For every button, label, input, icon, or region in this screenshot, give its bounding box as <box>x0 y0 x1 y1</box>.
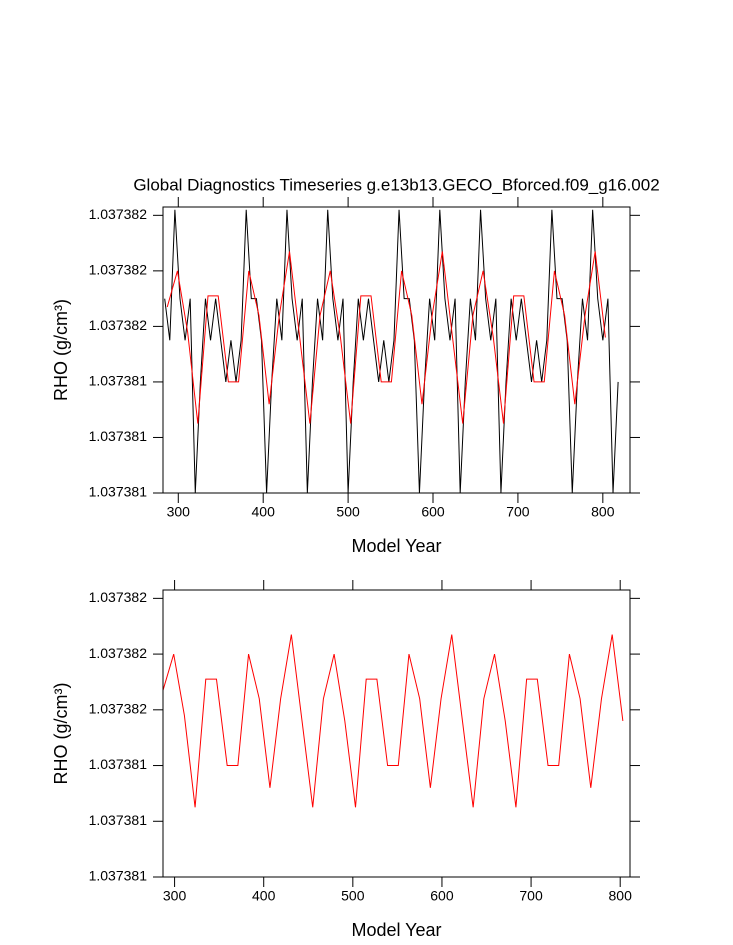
data-line <box>163 634 624 808</box>
y-axis-label: RHO (g/cm³) <box>51 683 71 785</box>
y-tick-label: 1.037382 <box>89 589 148 605</box>
plot-frame <box>162 206 631 494</box>
y-tick-label: 1.037382 <box>89 645 148 661</box>
x-axis-label: Model Year <box>351 536 441 556</box>
y-tick-label: 1.037381 <box>89 756 148 772</box>
y-tick-label: 1.037381 <box>89 428 148 444</box>
x-axis-label: Model Year <box>351 920 441 940</box>
plot-area <box>163 634 624 808</box>
x-tick-label: 400 <box>252 504 276 520</box>
x-tick-label: 400 <box>252 888 276 904</box>
x-tick-label: 700 <box>506 504 530 520</box>
y-tick-label: 1.037382 <box>89 701 148 717</box>
x-tick-label: 500 <box>336 504 360 520</box>
y-tick-label: 1.037382 <box>89 262 148 278</box>
y-tick-label: 1.037381 <box>89 812 148 828</box>
y-tick-label: 1.037381 <box>89 373 148 389</box>
y-axis-label: RHO (g/cm³) <box>51 299 71 401</box>
x-tick-label: 500 <box>341 888 365 904</box>
plot-area <box>164 209 619 493</box>
y-tick-label: 1.037381 <box>89 484 148 500</box>
y-tick-label: 1.037382 <box>89 317 148 333</box>
x-tick-label: 600 <box>430 888 454 904</box>
y-tick-label: 1.037381 <box>89 868 148 884</box>
x-tick-label: 600 <box>421 504 445 520</box>
plot-frame <box>162 589 631 878</box>
x-tick-label: 700 <box>519 888 543 904</box>
x-tick-label: 800 <box>591 504 615 520</box>
data-line <box>166 251 606 424</box>
x-tick-label: 300 <box>163 888 187 904</box>
y-tick-label: 1.037382 <box>89 206 148 222</box>
data-line <box>164 209 619 493</box>
chart-title: Global Diagnostics Timeseries g.e13b13.G… <box>133 175 659 194</box>
x-tick-label: 800 <box>609 888 633 904</box>
x-tick-label: 300 <box>167 504 191 520</box>
